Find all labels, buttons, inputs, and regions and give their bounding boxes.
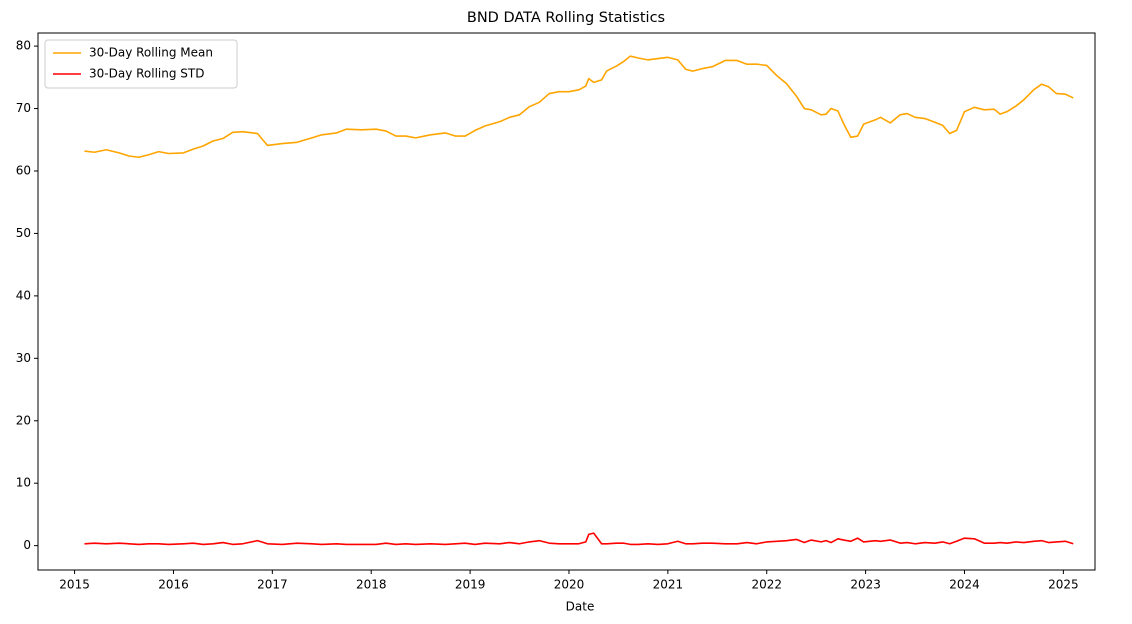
y-tick-label: 30 (16, 351, 31, 365)
chart-title: BND DATA Rolling Statistics (467, 10, 665, 26)
y-tick-label: 70 (16, 101, 31, 115)
x-tick-label: 2015 (59, 578, 90, 592)
series-line (84, 532, 1074, 546)
x-tick-label: 2017 (257, 578, 288, 592)
x-tick-label: 2025 (1048, 578, 1079, 592)
legend-label: 30-Day Rolling Mean (89, 46, 213, 60)
x-tick-label: 2021 (653, 578, 684, 592)
x-axis-label: Date (566, 600, 595, 614)
y-tick-label: 80 (16, 39, 31, 53)
x-tick-label: 2020 (554, 578, 585, 592)
x-tick-label: 2019 (455, 578, 486, 592)
legend-box (44, 39, 238, 89)
x-tick-label: 2023 (850, 578, 881, 592)
x-tick-label: 2024 (949, 578, 980, 592)
plot-frame (37, 32, 1096, 571)
legend-label: 30-Day Rolling STD (89, 67, 204, 81)
y-tick-label: 50 (16, 226, 31, 240)
y-tick-label: 20 (16, 413, 31, 427)
y-tick-label: 40 (16, 288, 31, 302)
x-tick-label: 2018 (356, 578, 387, 592)
x-tick-label: 2022 (751, 578, 782, 592)
y-tick-label: 0 (23, 538, 31, 552)
series-line (84, 55, 1074, 159)
y-tick-label: 60 (16, 163, 31, 177)
x-tick-label: 2016 (158, 578, 189, 592)
y-tick-label: 10 (16, 476, 31, 490)
